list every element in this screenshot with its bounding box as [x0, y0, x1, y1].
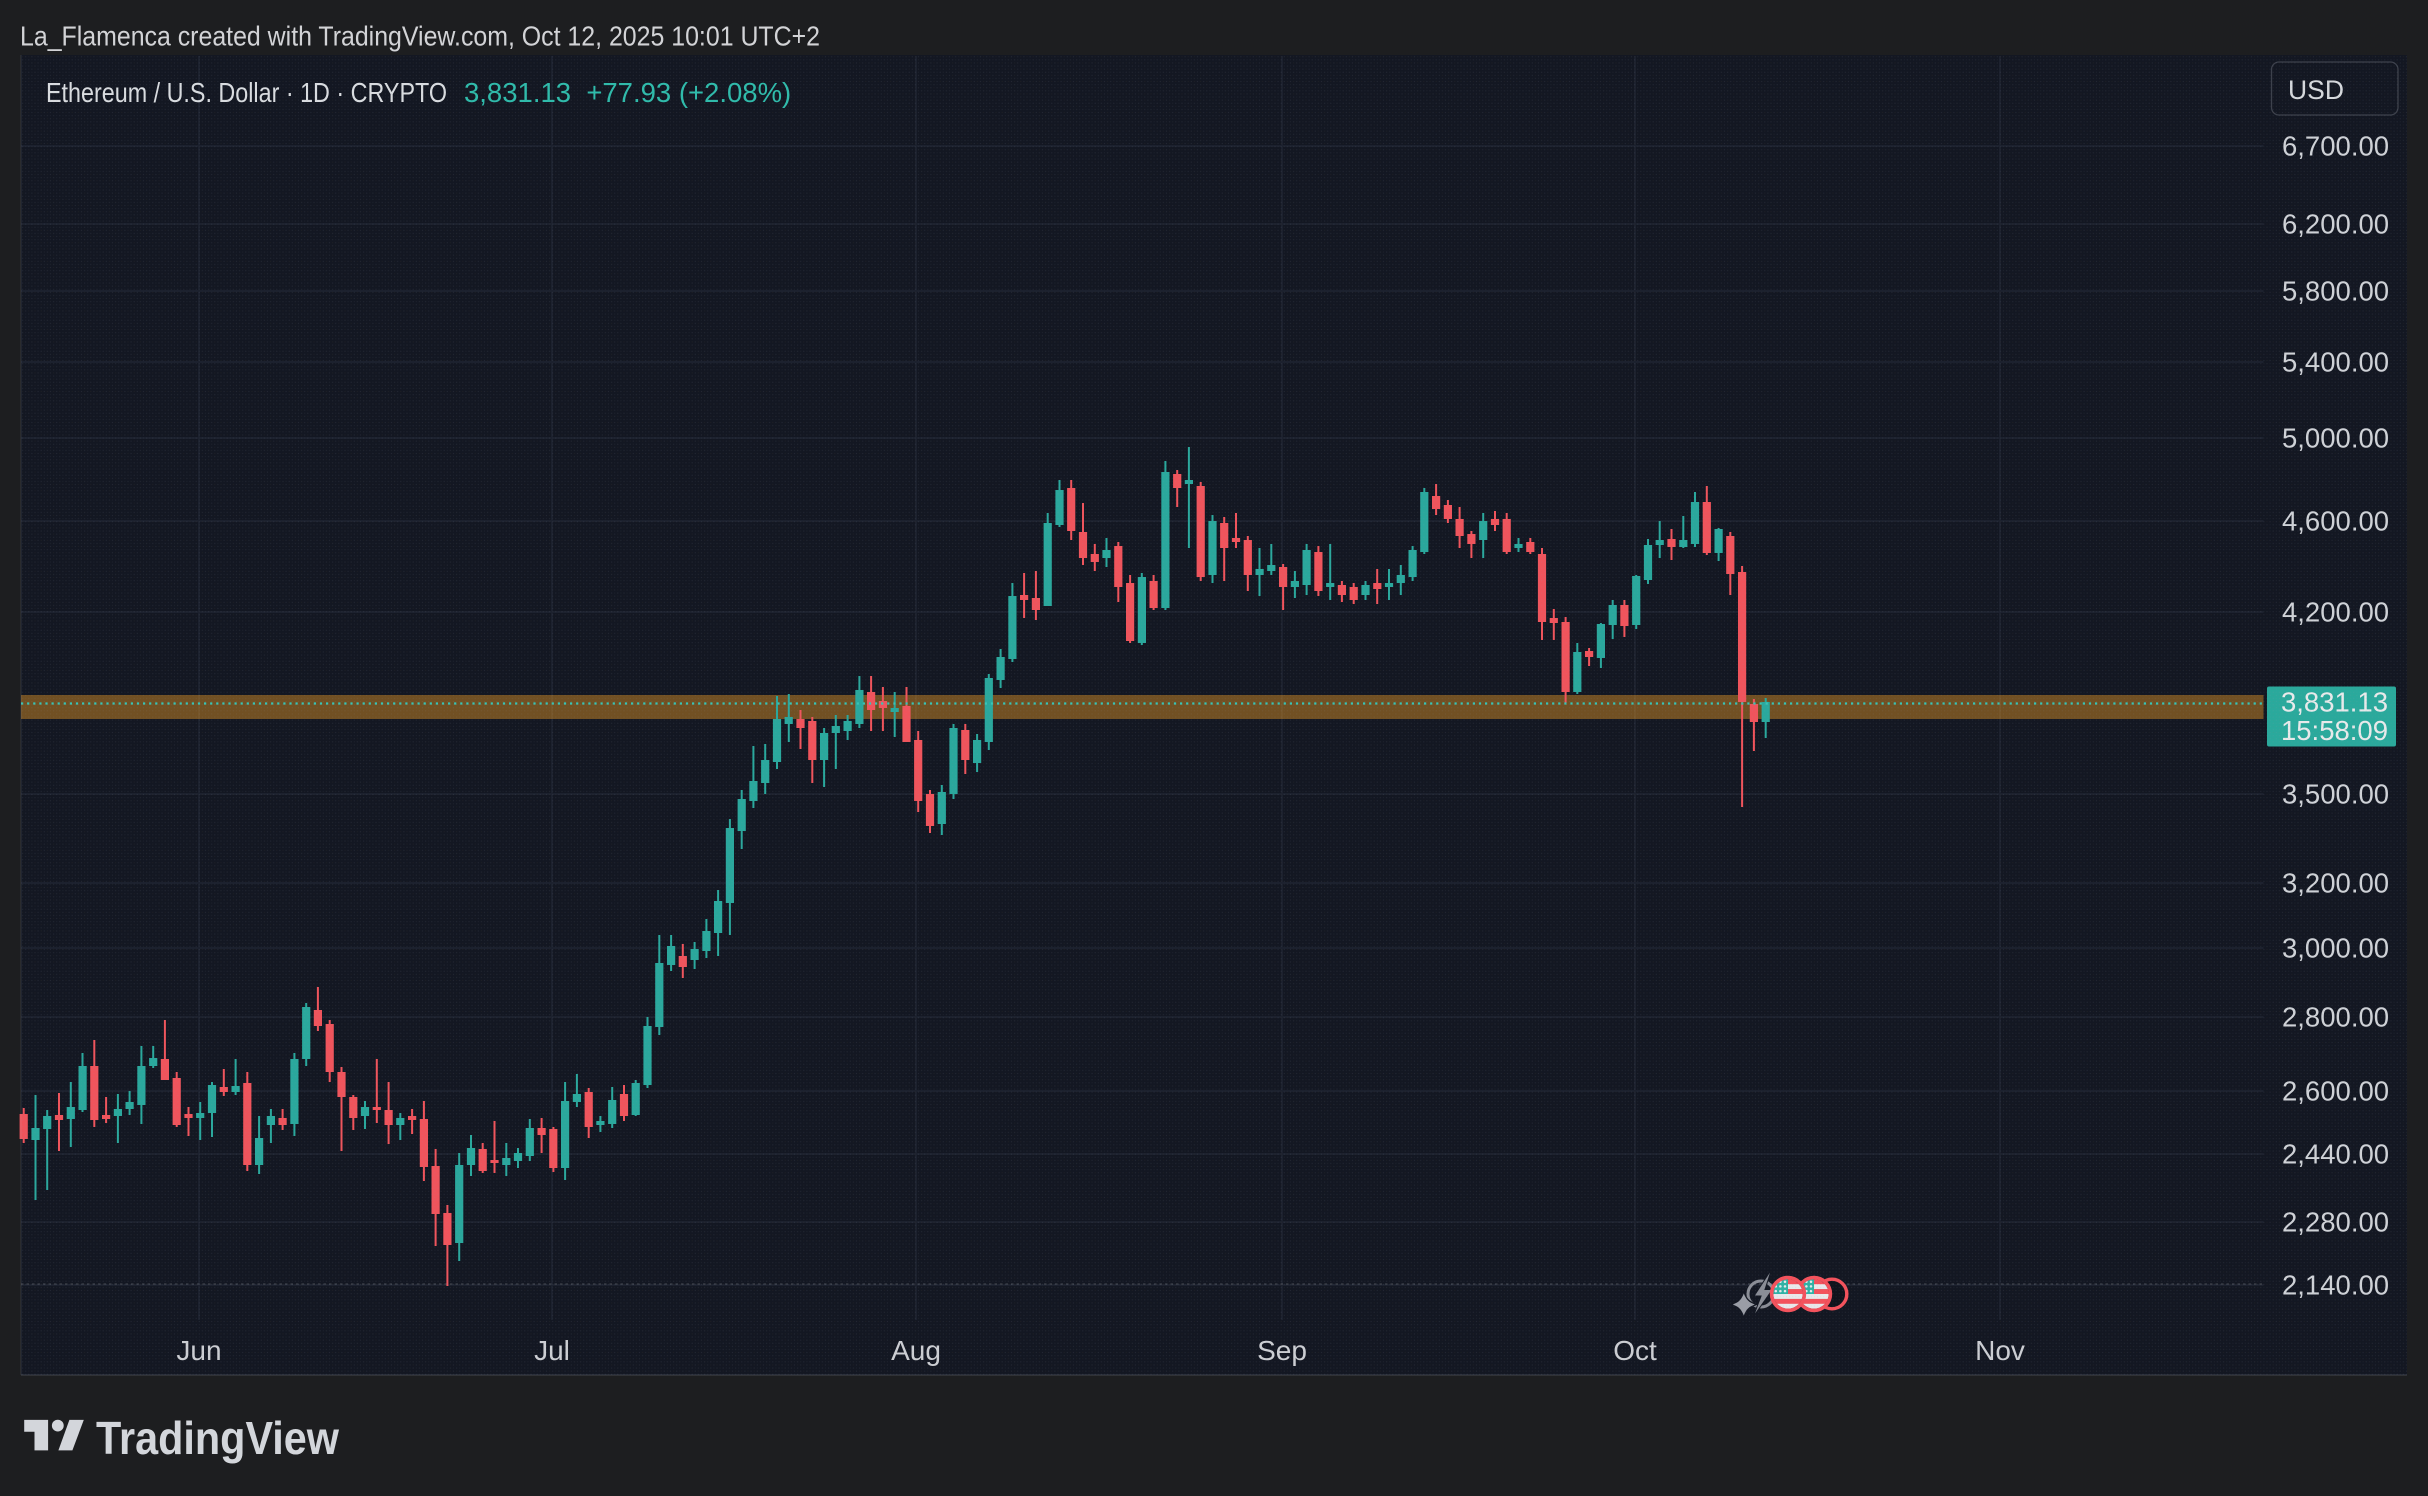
- svg-text:La_Flamenca created with Tradi: La_Flamenca created with TradingView.com…: [20, 21, 820, 52]
- svg-text:TradingView: TradingView: [96, 1412, 339, 1464]
